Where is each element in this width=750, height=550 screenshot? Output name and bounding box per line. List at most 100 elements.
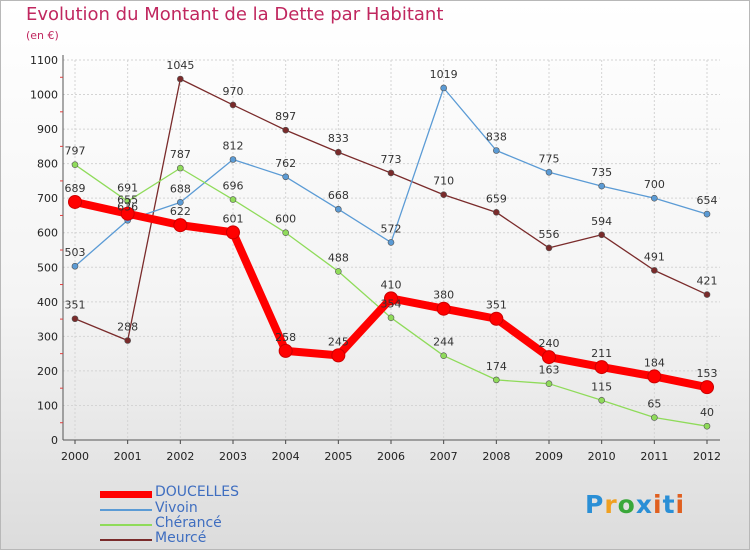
data-point-meurce [387,169,395,177]
data-point-meurce [229,101,237,109]
x-tick-label: 2003 [219,450,247,463]
data-label-vivoin: 762 [275,157,296,170]
data-point-meurce [545,244,553,252]
data-point-meurce [440,191,447,199]
data-label-meurce: 351 [65,299,86,312]
data-label-cherance: 691 [117,181,138,194]
data-label-doucelles: 351 [486,299,507,312]
data-point-vivoin [598,182,605,190]
data-label-meurce: 594 [591,215,612,228]
x-tick-label: 2006 [377,450,405,463]
y-tick-label: 100 [37,399,58,412]
x-tick-label: 2005 [324,450,352,463]
legend-swatch-doucelles [100,491,152,498]
data-point-meurce [598,231,605,239]
data-point-doucelles [120,206,135,221]
data-label-doucelles: 258 [275,331,296,344]
logo-letter: x [635,490,653,519]
data-point-cherance [335,268,342,275]
data-point-doucelles [226,225,240,240]
data-label-cherance: 797 [65,145,86,158]
data-label-doucelles: 689 [65,182,86,195]
legend-swatch-vivoin [100,509,152,511]
data-point-cherance [124,197,131,205]
data-label-cherance: 354 [381,298,402,311]
data-point-meurce [177,75,184,83]
data-point-vivoin [229,156,237,163]
data-label-cherance: 174 [486,360,507,373]
x-tick-label: 2010 [588,450,616,463]
data-label-meurce: 659 [486,192,507,205]
data-label-vivoin: 668 [328,189,349,202]
legend-swatch-meurce [100,539,152,541]
logo-letter: i [675,490,686,519]
data-label-cherance: 696 [223,180,244,193]
data-label-cherance: 115 [591,380,612,393]
data-label-doucelles: 380 [433,289,454,302]
data-label-cherance: 787 [170,148,191,161]
data-point-cherance [282,229,289,237]
legend-label-meurce: Meurcé [155,530,207,546]
data-label-doucelles: 184 [644,356,665,369]
y-tick-label: 200 [37,365,58,378]
legend-label-doucelles: DOUCELLES [155,484,239,500]
data-point-vivoin [335,205,342,213]
data-label-doucelles: 153 [697,367,718,380]
data-point-cherance [493,376,500,384]
data-point-doucelles [700,380,714,395]
logo-letter: r [604,490,618,519]
x-tick-label: 2009 [535,450,563,463]
y-tick-label: 500 [37,261,58,274]
data-point-doucelles [542,350,556,365]
y-tick-label: 900 [37,123,58,136]
data-point-meurce [124,337,131,344]
data-label-cherance: 65 [647,398,661,411]
data-point-vivoin [651,194,658,202]
x-tick-label: 2001 [114,450,142,463]
data-label-vivoin: 503 [65,246,86,259]
data-label-meurce: 773 [381,153,402,166]
data-point-cherance [703,422,711,430]
data-point-cherance [545,380,553,387]
data-point-meurce [651,267,658,274]
chart-title: Evolution du Montant de la Dette par Hab… [26,4,444,25]
data-label-meurce: 556 [539,228,560,241]
data-point-cherance [598,396,605,404]
data-label-meurce: 710 [433,175,454,188]
proxiti-logo: Proxiti [585,490,685,519]
data-label-vivoin: 1019 [430,68,458,81]
legend-item-doucelles: DOUCELLES [100,484,300,501]
legend-item-meurce: Meurcé [100,530,300,547]
data-label-vivoin: 688 [170,182,191,195]
data-point-cherance [177,164,184,172]
data-label-cherance: 163 [539,364,560,377]
data-label-meurce: 288 [117,321,138,334]
data-point-vivoin [545,168,553,176]
x-tick-label: 2002 [166,450,194,463]
data-point-meurce [71,315,79,323]
data-label-doucelles: 410 [381,278,402,291]
data-label-doucelles: 622 [170,205,191,218]
data-point-vivoin [493,147,500,154]
data-point-meurce [493,209,500,216]
legend-label-vivoin: Vivoin [155,500,198,516]
data-point-vivoin [440,84,447,92]
data-label-meurce: 833 [328,132,349,145]
logo-letter: o [617,490,636,519]
y-tick-label: 400 [37,296,58,309]
data-label-doucelles: 601 [223,212,244,225]
legend-swatch-cherance [100,524,152,526]
data-label-doucelles: 240 [539,337,560,350]
data-label-meurce: 1045 [166,59,194,72]
data-point-vivoin [703,210,711,218]
data-point-vivoin [71,262,79,270]
data-point-doucelles [384,291,398,306]
data-label-meurce: 491 [644,250,665,263]
chart-subtitle: (en €) [26,29,59,42]
data-point-vivoin [387,239,395,246]
data-point-doucelles [173,218,188,233]
data-point-vivoin [177,199,184,206]
data-label-meurce: 897 [275,110,296,123]
